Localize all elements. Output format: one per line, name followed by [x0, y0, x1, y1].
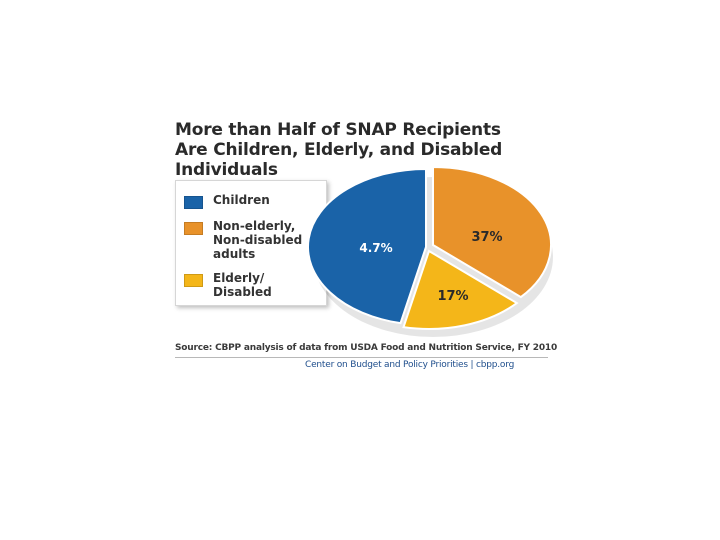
chart-title-line-2: Are Children, Elderly, and Disabled: [175, 140, 503, 160]
legend-label-elderly-line-2: Disabled: [213, 285, 272, 299]
data-label-non-elderly-adults: 37%: [471, 230, 502, 245]
legend-swatch-non-elderly-adults: [184, 222, 203, 235]
chart-title-line-3: Individuals: [175, 160, 278, 180]
legend-label-children: Children: [213, 193, 270, 207]
data-label-elderly-disabled: 17%: [437, 289, 468, 304]
pie-slice-children: [307, 167, 427, 325]
legend-item-children: Children: [184, 193, 270, 209]
legend-label-non-elderly-adults: Non-elderly, Non-disabled adults: [213, 219, 302, 261]
legend-label-children-line-1: Children: [213, 193, 270, 207]
legend-swatch-children: [184, 196, 203, 209]
pie-slice-non-elderly-adults: [432, 165, 552, 299]
legend-label-elderly-line-1: Elderly/: [213, 271, 265, 285]
legend-swatch-elderly-disabled: [184, 274, 203, 287]
data-label-children: 4.7%: [359, 241, 392, 255]
legend-item-non-elderly-adults: Non-elderly, Non-disabled adults: [184, 219, 302, 261]
legend-label-non-elderly-line-3: adults: [213, 247, 256, 261]
chart-credit: Center on Budget and Policy Priorities |…: [305, 360, 515, 370]
chart-legend: Children Non-elderly, Non-disabled adult…: [175, 180, 327, 306]
footer-divider: [175, 357, 548, 358]
legend-label-non-elderly-line-2: Non-disabled: [213, 233, 303, 247]
legend-label-non-elderly-line-1: Non-elderly,: [213, 219, 296, 233]
pie-slice-elderly-disabled: [402, 249, 519, 330]
chart-title: More than Half of SNAP Recipients Are Ch…: [175, 120, 545, 180]
chart-title-line-1: More than Half of SNAP Recipients: [175, 120, 501, 140]
chart-source-note: Source: CBPP analysis of data from USDA …: [175, 343, 558, 353]
legend-label-elderly-disabled: Elderly/ Disabled: [213, 271, 272, 299]
legend-item-elderly-disabled: Elderly/ Disabled: [184, 271, 272, 299]
